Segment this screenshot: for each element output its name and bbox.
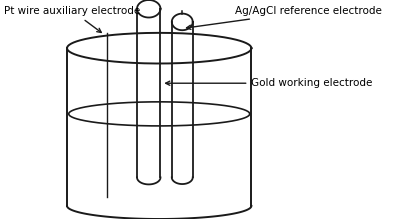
Text: Pt wire auxiliary electrode: Pt wire auxiliary electrode — [4, 6, 140, 32]
Text: Ag/AgCl reference electrode: Ag/AgCl reference electrode — [186, 6, 382, 29]
Text: Gold working electrode: Gold working electrode — [166, 78, 373, 88]
